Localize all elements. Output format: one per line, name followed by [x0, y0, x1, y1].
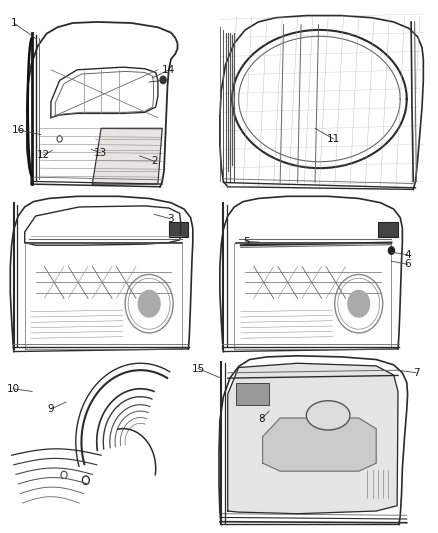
Polygon shape	[228, 364, 398, 514]
Bar	[237, 383, 269, 405]
Text: 5: 5	[243, 237, 249, 247]
Text: 12: 12	[37, 150, 50, 160]
Bar	[169, 222, 188, 237]
Text: 3: 3	[167, 214, 173, 224]
Polygon shape	[263, 418, 376, 471]
Text: 14: 14	[162, 65, 175, 75]
Text: 11: 11	[327, 134, 340, 144]
Text: 2: 2	[151, 156, 158, 166]
Polygon shape	[92, 128, 162, 184]
Text: 8: 8	[258, 414, 265, 424]
Bar	[378, 222, 398, 237]
Circle shape	[138, 290, 160, 317]
Circle shape	[389, 247, 395, 254]
Text: 9: 9	[48, 404, 54, 414]
Text: 16: 16	[11, 125, 25, 135]
Text: 15: 15	[191, 364, 205, 374]
Text: 10: 10	[7, 384, 19, 394]
Text: 6: 6	[404, 260, 411, 269]
Text: 4: 4	[404, 250, 411, 260]
Circle shape	[160, 76, 166, 84]
Circle shape	[348, 290, 370, 317]
Ellipse shape	[306, 401, 350, 430]
Text: 1: 1	[11, 18, 17, 28]
Text: 7: 7	[413, 368, 420, 378]
Text: 13: 13	[94, 148, 107, 158]
